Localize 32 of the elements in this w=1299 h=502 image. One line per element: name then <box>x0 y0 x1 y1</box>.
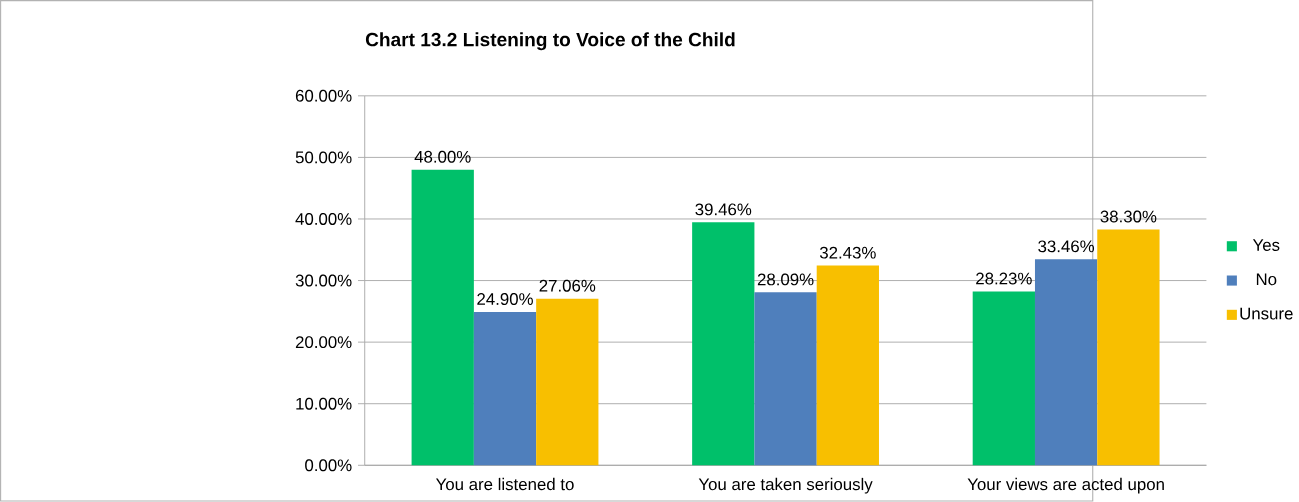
data-label: 39.46% <box>695 203 752 216</box>
y-tick-label: 20.00% <box>295 336 352 349</box>
bar <box>692 222 755 466</box>
legend-label: Unsure <box>1240 307 1293 320</box>
bar <box>536 298 599 466</box>
bar <box>754 292 817 466</box>
y-tick-label: 0.00% <box>305 459 352 472</box>
data-label: 48.00% <box>414 151 471 163</box>
x-tick-label: You are listened to <box>435 478 574 491</box>
data-label: 27.06% <box>539 279 596 292</box>
data-label: 38.30% <box>1100 210 1157 223</box>
data-label: 32.43% <box>819 246 876 259</box>
x-tick-label: You are taken seriously <box>698 478 873 494</box>
y-tick-label: 40.00% <box>295 213 352 226</box>
bar <box>1034 259 1098 466</box>
legend-label: Yes <box>1252 239 1280 252</box>
bar <box>1097 229 1160 466</box>
bar <box>473 312 537 466</box>
y-tick-label: 50.00% <box>295 151 352 164</box>
bar <box>972 291 1035 466</box>
data-label: 28.09% <box>757 273 814 286</box>
x-tick-label: Your views are acted upon <box>967 478 1164 494</box>
legend-label: No <box>1256 273 1277 286</box>
data-label: 33.46% <box>1038 240 1095 253</box>
y-tick-label: 30.00% <box>295 274 352 287</box>
y-tick-label: 60.00% <box>295 90 352 102</box>
bar <box>816 265 879 466</box>
data-label: 24.90% <box>477 293 533 306</box>
chart-title: Chart 13.2 Listening to Voice of the Child <box>365 32 735 51</box>
bar <box>411 169 474 466</box>
data-label: 28.23% <box>976 272 1032 285</box>
y-tick-label: 10.00% <box>296 397 352 410</box>
